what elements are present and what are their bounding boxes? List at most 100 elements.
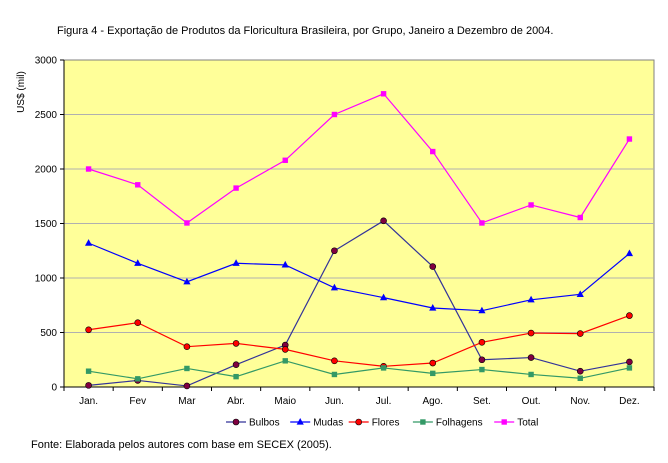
data-point-folhagens bbox=[528, 371, 534, 378]
series-line-mudas bbox=[88, 242, 630, 312]
data-point-total bbox=[528, 202, 534, 208]
data-point-folhagens bbox=[233, 373, 239, 380]
x-tick-label: Set. bbox=[473, 396, 491, 407]
data-point-total bbox=[331, 111, 338, 118]
data-point-flores bbox=[232, 340, 240, 347]
data-point-folhagens bbox=[184, 365, 190, 372]
data-point-total bbox=[626, 136, 633, 142]
series-line-flores bbox=[88, 315, 630, 367]
data-point-flores bbox=[478, 339, 486, 346]
series-line-total bbox=[88, 93, 630, 224]
x-tick-label: Abr. bbox=[227, 396, 245, 407]
legend-item-folhagens: Folhagens bbox=[412, 418, 483, 429]
data-point-flores bbox=[281, 346, 289, 353]
x-tick-label: Mar bbox=[178, 396, 196, 407]
legend-marker bbox=[355, 418, 363, 426]
data-point-mudas bbox=[232, 259, 240, 266]
chart-title: Figura 4 - Exportação de Produtos da Flo… bbox=[57, 25, 554, 37]
y-tick-label: 2000 bbox=[35, 165, 58, 176]
series-mudas bbox=[84, 239, 634, 314]
data-point-flores bbox=[576, 330, 584, 337]
y-axis: 0 500 1000 1500 2000 2500 3000 bbox=[35, 56, 65, 394]
data-point-total bbox=[479, 220, 485, 226]
data-point-flores bbox=[429, 359, 437, 367]
y-tick-label: 1500 bbox=[35, 219, 58, 230]
data-point-mudas bbox=[281, 260, 289, 268]
x-tick-label: Dez. bbox=[619, 396, 640, 407]
data-point-total bbox=[282, 157, 288, 163]
legend-item-total: Total bbox=[494, 418, 538, 429]
data-point-mudas bbox=[625, 249, 634, 257]
y-tick-label: 3000 bbox=[35, 56, 58, 67]
data-point-folhagens bbox=[577, 375, 583, 381]
data-point-folhagens bbox=[282, 358, 288, 364]
legend: Bulbos Mudas Flores Folhagens Total bbox=[226, 418, 538, 429]
data-point-total bbox=[135, 182, 141, 188]
legend-label: Total bbox=[517, 418, 538, 429]
data-point-bulbos bbox=[183, 382, 191, 390]
x-tick-label: Jan. bbox=[79, 396, 98, 407]
data-point-mudas bbox=[478, 306, 486, 314]
data-point-folhagens bbox=[331, 371, 338, 378]
data-point-bulbos bbox=[331, 247, 338, 255]
legend-item-mudas: Mudas bbox=[290, 418, 343, 429]
data-point-total bbox=[184, 220, 190, 226]
x-tick-label: Nov. bbox=[570, 396, 590, 407]
y-tick-label: 0 bbox=[51, 383, 57, 394]
data-point-total bbox=[380, 91, 387, 97]
data-point-folhagens bbox=[430, 370, 436, 377]
data-point-bulbos bbox=[527, 354, 535, 361]
data-point-flores bbox=[527, 329, 535, 337]
legend-label: Bulbos bbox=[249, 418, 280, 429]
legend-label: Folhagens bbox=[436, 418, 483, 429]
data-point-folhagens bbox=[380, 365, 387, 371]
data-point-bulbos bbox=[478, 356, 486, 364]
legend-marker bbox=[296, 418, 304, 425]
x-tick-label: Out. bbox=[522, 396, 541, 407]
x-tick-label: Ago. bbox=[422, 396, 443, 407]
x-axis: Jan. Fev Mar Abr. Maio Jun. Jul. Ago. Set. Out. No… bbox=[63, 386, 655, 407]
data-point-mudas bbox=[134, 259, 142, 266]
legend-item-flores: Flores bbox=[348, 418, 400, 429]
data-point-bulbos bbox=[85, 382, 92, 389]
legend-item-bulbos: Bulbos bbox=[226, 418, 280, 429]
data-point-bulbos bbox=[576, 367, 584, 375]
legend-label: Flores bbox=[372, 418, 400, 429]
data-point-mudas bbox=[379, 293, 388, 301]
data-point-total bbox=[85, 166, 92, 172]
legend-marker bbox=[501, 419, 507, 425]
legend-marker bbox=[420, 419, 426, 425]
gridlines bbox=[64, 114, 654, 333]
y-tick-label: 1000 bbox=[35, 274, 58, 285]
data-point-flores bbox=[134, 319, 142, 326]
data-point-flores bbox=[85, 326, 92, 334]
data-point-bulbos bbox=[232, 361, 240, 368]
data-point-total bbox=[430, 148, 436, 155]
data-point-folhagens bbox=[479, 366, 485, 373]
series-line-folhagens bbox=[88, 360, 630, 380]
data-point-flores bbox=[183, 343, 191, 350]
data-point-total bbox=[577, 214, 583, 221]
y-tick-label: 500 bbox=[40, 328, 57, 339]
x-tick-label: Fev bbox=[129, 396, 146, 407]
chart-source-note: Fonte: Elaborada pelos autores com base … bbox=[31, 439, 332, 451]
data-point-folhagens bbox=[85, 368, 92, 374]
y-axis-label: US$ (mil) bbox=[16, 71, 27, 113]
data-point-flores bbox=[626, 312, 633, 319]
series-line-bulbos bbox=[88, 220, 630, 387]
x-tick-label: Jun. bbox=[325, 396, 344, 407]
data-point-mudas bbox=[527, 295, 535, 303]
data-point-folhagens bbox=[626, 365, 633, 371]
data-point-mudas bbox=[84, 239, 93, 246]
series-folhagens bbox=[85, 358, 633, 382]
data-point-folhagens bbox=[135, 376, 141, 382]
data-point-mudas bbox=[330, 283, 339, 291]
data-point-bulbos bbox=[429, 263, 437, 270]
data-point-bulbos bbox=[380, 217, 387, 225]
y-tick-label: 2500 bbox=[35, 110, 58, 121]
x-tick-label: Jul. bbox=[376, 396, 392, 407]
data-point-bulbos bbox=[626, 358, 633, 366]
data-point-total bbox=[233, 185, 239, 191]
